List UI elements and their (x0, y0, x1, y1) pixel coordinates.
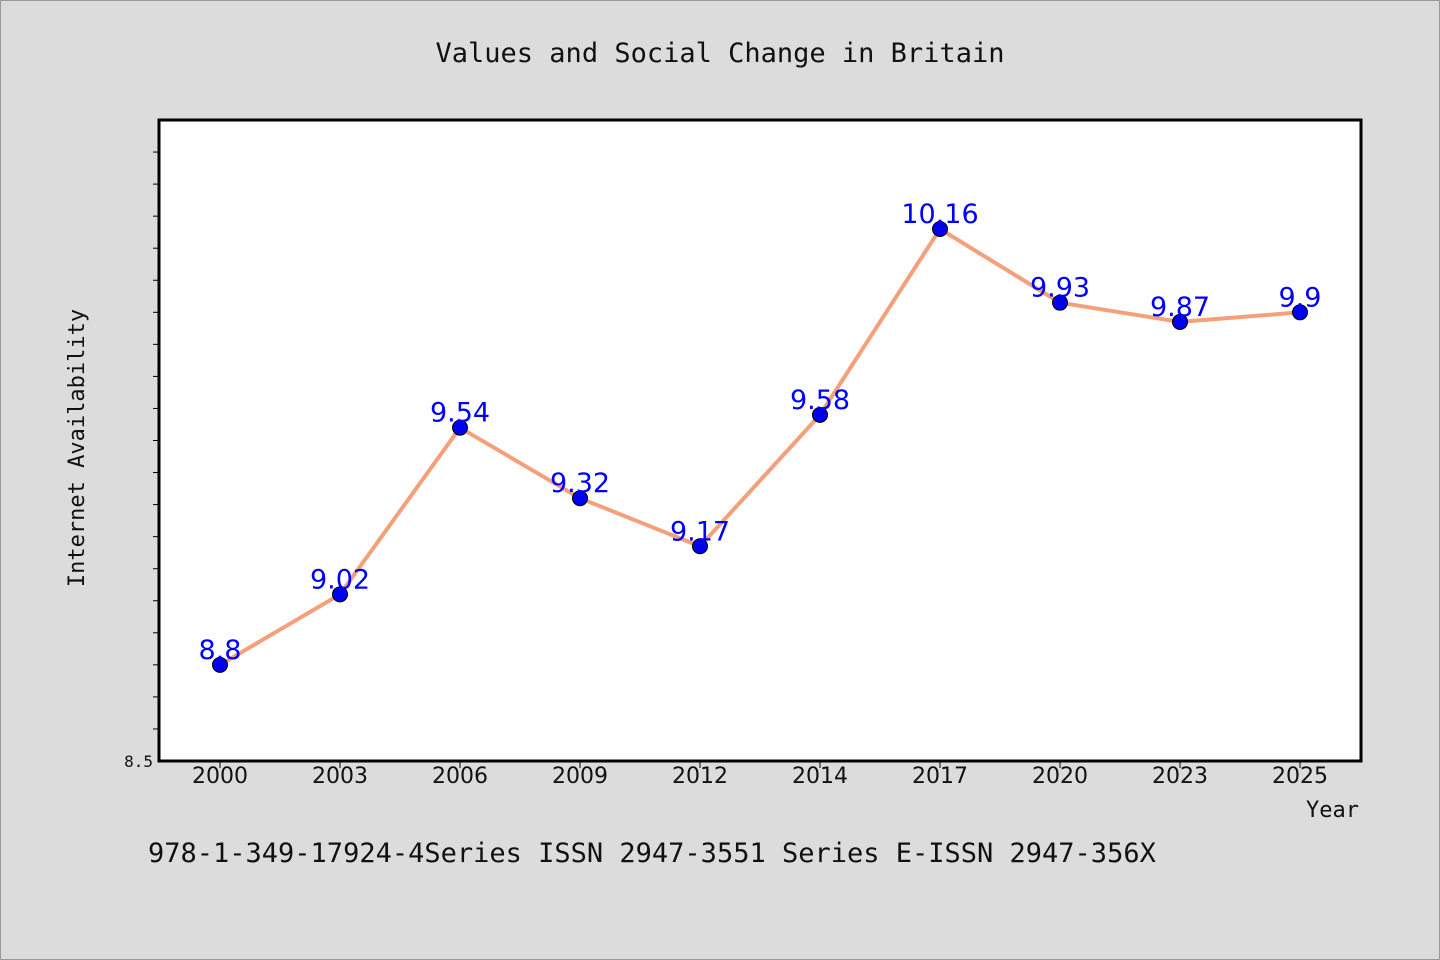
data-point (1172, 313, 1188, 330)
x-tick-label: 2020 (1032, 764, 1088, 789)
x-tick-label: 2012 (672, 764, 728, 789)
x-axis-ticks: 2000 2003 2006 2009 2012 2014 2017 2020 2023 2025 (192, 761, 1328, 789)
x-tick-label: 2000 (192, 764, 248, 789)
data-label: 9.58 (790, 385, 850, 416)
data-label: 9.87 (1150, 292, 1210, 323)
y-tick-label: 8.5 (124, 752, 153, 771)
footer-isbn-text: 978-1-349-17924-4Series ISSN 2947-3551 S… (148, 838, 1156, 869)
data-point (1052, 294, 1068, 311)
x-tick-label: 2025 (1272, 764, 1328, 789)
x-tick-label: 2023 (1152, 764, 1208, 789)
y-axis-label: Internet Availability (65, 309, 90, 587)
data-label: 9.17 (670, 516, 730, 547)
data-label: 9.32 (550, 468, 610, 499)
data-point (932, 220, 948, 237)
x-tick-label: 2014 (792, 764, 848, 789)
data-label: 9.02 (310, 564, 370, 595)
x-tick-label: 2003 (312, 764, 368, 789)
x-tick-label: 2017 (912, 764, 968, 789)
data-point (572, 490, 588, 507)
data-label: 9.54 (430, 398, 490, 429)
y-axis-ticks: 8.5 (124, 151, 159, 771)
data-point (212, 656, 228, 673)
data-point (692, 538, 708, 555)
x-tick-label: 2009 (552, 764, 608, 789)
data-label: 8.8 (199, 635, 242, 666)
series-group: 8.8 9.02 9.54 9.32 9.17 9.58 10.16 9.93 9.87 9.9 (199, 199, 1322, 673)
chart-title: Values and Social Change in Britain (436, 38, 1005, 69)
x-axis-label: Year (1306, 798, 1359, 823)
data-point (1292, 304, 1308, 321)
data-label: 9.93 (1030, 273, 1090, 304)
series-line (218, 226, 1301, 667)
x-tick-label: 2006 (432, 764, 488, 789)
data-point (812, 406, 828, 423)
plot-area (157, 118, 1363, 763)
data-label: 9.9 (1279, 282, 1322, 313)
data-point (332, 586, 348, 603)
data-label: 10.16 (901, 199, 978, 230)
data-point (452, 419, 468, 436)
